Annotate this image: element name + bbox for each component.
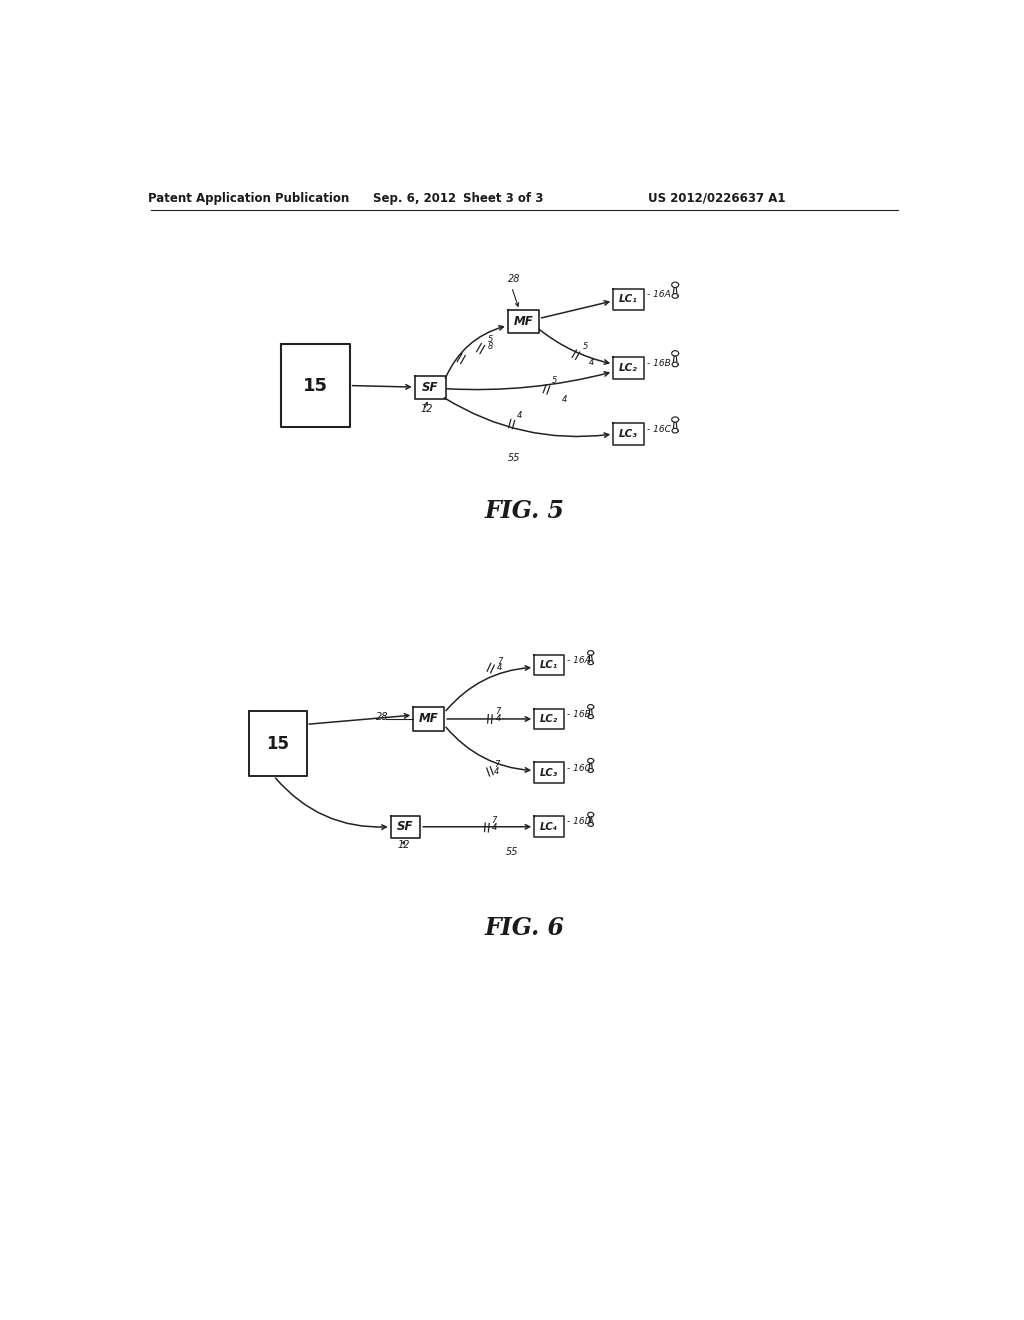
Text: - 16B: - 16B — [647, 359, 671, 367]
Text: 55: 55 — [508, 453, 520, 463]
Text: US 2012/0226637 A1: US 2012/0226637 A1 — [648, 191, 785, 205]
Text: 55: 55 — [506, 847, 519, 857]
Text: 4: 4 — [497, 664, 503, 672]
Text: - 16D: - 16D — [566, 817, 591, 826]
Text: 4: 4 — [494, 767, 499, 776]
Text: 28: 28 — [376, 713, 388, 722]
Text: SF: SF — [397, 820, 414, 833]
Text: Sheet 3 of 3: Sheet 3 of 3 — [463, 191, 544, 205]
Text: LC₁: LC₁ — [540, 660, 558, 671]
Text: 12: 12 — [397, 841, 411, 850]
Text: - 16A: - 16A — [566, 656, 591, 665]
Text: Patent Application Publication: Patent Application Publication — [147, 191, 349, 205]
Text: FIG. 6: FIG. 6 — [484, 916, 565, 940]
Text: SF: SF — [422, 380, 438, 393]
Text: 5: 5 — [487, 335, 493, 343]
Text: 15: 15 — [266, 735, 289, 752]
Text: 4: 4 — [517, 411, 522, 420]
Text: LC₂: LC₂ — [540, 714, 558, 723]
Text: MF: MF — [419, 713, 438, 726]
Text: 15: 15 — [303, 376, 328, 395]
Text: 7: 7 — [497, 656, 503, 665]
Text: LC₂: LC₂ — [620, 363, 638, 372]
Text: 7: 7 — [496, 708, 501, 717]
Text: FIG. 5: FIG. 5 — [484, 499, 565, 523]
Text: 7: 7 — [494, 760, 499, 768]
Text: 5: 5 — [583, 342, 589, 351]
Text: MF: MF — [513, 315, 534, 329]
Text: 7: 7 — [492, 816, 497, 825]
Text: 5: 5 — [552, 376, 557, 385]
Text: LC₁: LC₁ — [620, 294, 638, 305]
Text: - 16A: - 16A — [647, 290, 671, 300]
Text: 4: 4 — [492, 822, 497, 832]
Text: LC₃: LC₃ — [540, 768, 558, 777]
Text: - 16B: - 16B — [566, 710, 591, 718]
Text: 4: 4 — [589, 358, 595, 367]
Text: LC₃: LC₃ — [620, 429, 638, 440]
Text: 8: 8 — [487, 342, 493, 351]
Text: 12: 12 — [421, 404, 433, 413]
Text: LC₄: LC₄ — [540, 822, 558, 832]
Text: - 16C: - 16C — [566, 763, 591, 772]
Text: 4: 4 — [562, 396, 567, 404]
Text: - 16C: - 16C — [647, 425, 671, 434]
Text: 4: 4 — [496, 714, 501, 723]
Text: Sep. 6, 2012: Sep. 6, 2012 — [373, 191, 457, 205]
Text: 28: 28 — [508, 273, 520, 284]
